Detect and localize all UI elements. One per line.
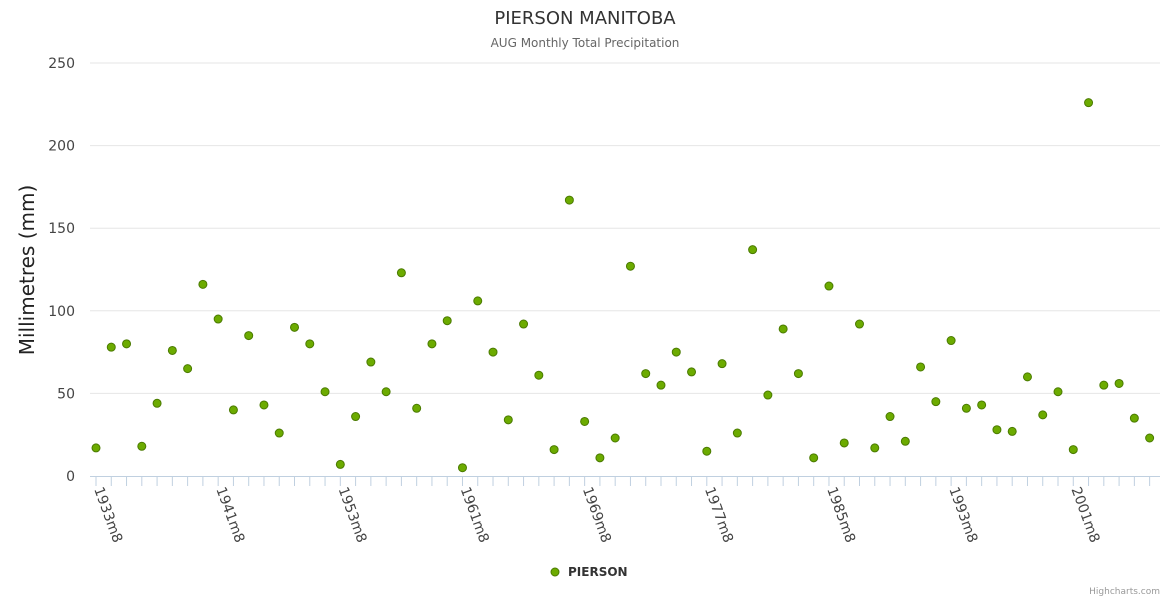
data-point[interactable]: [244, 331, 254, 341]
data-point[interactable]: [335, 459, 345, 469]
data-point[interactable]: [396, 268, 406, 278]
data-point[interactable]: [519, 319, 529, 329]
data-point[interactable]: [106, 342, 116, 352]
data-point[interactable]: [763, 390, 773, 400]
data-point[interactable]: [351, 412, 361, 422]
y-tick-label: 200: [48, 139, 75, 155]
data-point[interactable]: [885, 412, 895, 422]
data-point[interactable]: [671, 347, 681, 357]
data-point[interactable]: [687, 367, 697, 377]
y-tick-label: 150: [48, 221, 75, 237]
data-point[interactable]: [702, 446, 712, 456]
data-point[interactable]: [442, 316, 452, 326]
data-point[interactable]: [1038, 410, 1048, 420]
x-tick-label: 1941m8: [212, 485, 247, 545]
data-point[interactable]: [748, 245, 758, 255]
data-point[interactable]: [916, 362, 926, 372]
data-point[interactable]: [366, 357, 376, 367]
data-point[interactable]: [1145, 433, 1155, 443]
y-tick-label: 100: [48, 304, 75, 320]
y-axis: 0 50 100 150 200 250: [48, 56, 75, 485]
data-point[interactable]: [564, 195, 574, 205]
legend[interactable]: PIERSON: [550, 565, 628, 579]
data-points: [91, 98, 1155, 473]
data-point[interactable]: [228, 405, 238, 415]
data-point[interactable]: [855, 319, 864, 329]
data-point[interactable]: [534, 370, 544, 380]
data-point[interactable]: [595, 453, 605, 463]
data-point[interactable]: [1068, 445, 1078, 455]
y-tick-label: 0: [66, 469, 75, 485]
data-point[interactable]: [656, 380, 666, 390]
data-point[interactable]: [625, 261, 635, 271]
data-point[interactable]: [473, 296, 483, 306]
data-point[interactable]: [793, 369, 803, 379]
data-point[interactable]: [732, 428, 742, 438]
data-point[interactable]: [839, 438, 849, 448]
data-point[interactable]: [1022, 372, 1032, 382]
data-point[interactable]: [213, 314, 223, 324]
data-point[interactable]: [610, 433, 620, 443]
data-point[interactable]: [1129, 413, 1139, 423]
x-tick-label: 1933m8: [90, 485, 125, 545]
data-point[interactable]: [427, 339, 437, 349]
data-point[interactable]: [457, 463, 467, 473]
data-point[interactable]: [503, 415, 513, 425]
data-point[interactable]: [488, 347, 498, 357]
data-point[interactable]: [549, 445, 559, 455]
data-point[interactable]: [992, 425, 1002, 435]
data-point[interactable]: [717, 359, 727, 369]
data-point[interactable]: [580, 416, 590, 426]
x-tick-label: 1953m8: [335, 485, 370, 545]
legend-marker: [550, 567, 560, 577]
data-point[interactable]: [1007, 426, 1017, 436]
data-point[interactable]: [641, 369, 651, 379]
data-point[interactable]: [961, 403, 971, 413]
data-point[interactable]: [381, 387, 391, 397]
data-point[interactable]: [870, 443, 880, 453]
x-tick-label: 1985m8: [823, 485, 858, 545]
data-point[interactable]: [152, 398, 162, 408]
x-tick-label: 1993m8: [945, 485, 980, 545]
data-point[interactable]: [946, 336, 956, 346]
data-point[interactable]: [274, 428, 284, 438]
data-point[interactable]: [290, 322, 300, 332]
chart-title: PIERSON MANITOBA: [494, 8, 676, 29]
data-point[interactable]: [198, 279, 208, 289]
credits-link[interactable]: Highcharts.com: [1089, 587, 1160, 597]
x-tick-label: 1969m8: [579, 485, 614, 545]
data-point[interactable]: [137, 441, 147, 451]
legend-label-pierson[interactable]: PIERSON: [568, 565, 628, 579]
data-point[interactable]: [1053, 387, 1063, 397]
data-point[interactable]: [167, 345, 177, 355]
x-tick-label: 1961m8: [457, 485, 492, 545]
data-point[interactable]: [824, 281, 834, 291]
x-tick-label: 1977m8: [701, 485, 736, 545]
data-point[interactable]: [183, 364, 193, 374]
data-point[interactable]: [259, 400, 269, 410]
data-point[interactable]: [1099, 380, 1109, 390]
data-point[interactable]: [320, 387, 330, 397]
data-point[interactable]: [977, 400, 987, 410]
y-tick-label: 250: [48, 56, 75, 72]
data-point[interactable]: [1114, 378, 1124, 388]
data-point[interactable]: [900, 436, 910, 446]
data-point[interactable]: [91, 443, 101, 453]
x-tick-label: 2001m8: [1068, 485, 1103, 545]
data-point[interactable]: [122, 339, 132, 349]
data-point[interactable]: [778, 324, 788, 334]
data-point[interactable]: [412, 403, 422, 413]
data-point[interactable]: [305, 339, 315, 349]
x-axis: 1933m8 1941m8 1953m8 1961m8 1969m8 1977m8 1985…: [90, 476, 1160, 545]
y-axis-label: Millimetres (mm): [15, 185, 39, 356]
data-point[interactable]: [809, 453, 819, 463]
chart-subtitle: AUG Monthly Total Precipitation: [491, 36, 680, 50]
grid-lines: [90, 62, 1160, 394]
y-tick-label: 50: [57, 386, 75, 402]
data-point[interactable]: [1084, 98, 1094, 108]
data-point[interactable]: [931, 397, 941, 407]
